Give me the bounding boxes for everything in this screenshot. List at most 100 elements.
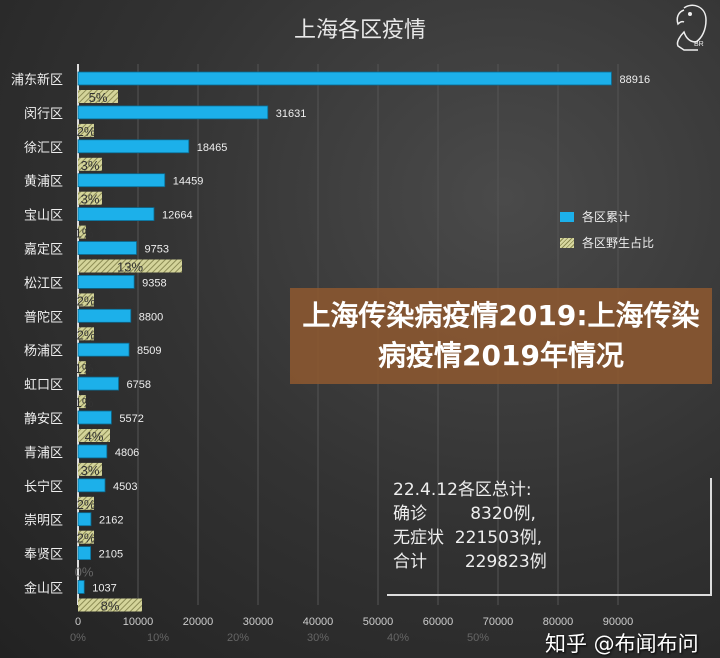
bar-total [77,105,269,120]
x-tick-label: 60000 [423,616,454,628]
bar-total-label: 18465 [197,142,228,154]
x-tick-label: 0 [75,616,81,628]
bar-ratio [78,259,182,273]
bar-total-label: 88916 [619,74,650,86]
x2-tick-label: 50% [467,632,489,644]
category-label: 长宁区 [24,479,63,495]
bar-ratio [78,361,86,375]
bar-ratio-label: 2% [77,124,96,139]
bar-total [77,478,106,493]
bar-total [77,139,190,154]
bar-total [77,580,85,594]
summary-heading: 22.4.12各区总计: [393,480,532,500]
bar-ratio-label: 1% [75,226,94,241]
summary-line: 确诊 8320例, [393,504,536,524]
bar-total-label: 8800 [139,311,163,323]
bar-ratio-label: 2% [77,531,96,546]
bar-total-label: 31631 [276,108,307,120]
watermark: 知乎 @布闻布问 [545,632,699,656]
bar-ratio-label: 2% [77,293,96,308]
bar-total-label: 14459 [173,176,204,188]
x-tick-label: 70000 [483,616,514,628]
x-tick-label: 20000 [183,616,214,628]
legend-label: 各区累计 [582,210,631,224]
bar-ratio-label: 1% [75,395,94,410]
bar-ratio-label: 3% [81,463,100,478]
bar-ratio-label: 2% [77,497,96,512]
category-label: 黄浦区 [24,175,63,190]
bar-total [77,207,155,222]
bar-ratio [78,429,110,442]
category-label: 静安区 [24,412,63,427]
bar-total-label: 5572 [119,413,143,425]
x-tick-label: 80000 [543,616,574,628]
bar-ratio [78,496,94,510]
bar-ratio-label: 2% [77,327,96,342]
category-label: 浦东新区 [11,72,63,88]
bar-ratio-label: 0% [75,565,94,580]
x-tick-label: 30000 [243,616,274,628]
bar-total [77,342,130,357]
bar-ratio-label: 13% [117,260,143,275]
bar-ratio [78,225,86,239]
bar-ratio-label: 8% [101,599,120,614]
bar-ratio [78,462,102,476]
category-label: 奉贤区 [24,548,63,563]
bar-total-label: 12664 [162,210,193,222]
category-label: 杨浦区 [24,344,63,359]
bar-ratio-label: 3% [81,192,100,207]
bar-ratio [78,157,102,171]
legend-swatch [560,211,574,222]
x-tick-label: 40000 [303,616,334,628]
x2-tick-label: 20% [227,632,249,644]
bar-total [77,410,112,425]
bar-total-label: 4503 [113,481,137,493]
category-label: 闵行区 [24,107,63,122]
bar-ratio-label: 1% [75,361,94,376]
bar-total-label: 2162 [99,515,123,527]
article-title: 上海传染病疫情2019:上海传染病疫情2019年情况 [302,299,700,372]
category-label: 徐汇区 [24,141,63,156]
bar-ratio [78,90,118,103]
x-tick-label: 50000 [363,616,394,628]
category-label: 青浦区 [24,446,63,461]
bar-ratio-label: 4% [85,429,104,444]
chart-title: 上海各区疫情 [293,18,426,43]
bar-total-label: 8509 [137,345,161,357]
bar-total [77,274,135,289]
bar-total-label: 1037 [92,583,116,595]
summary-line: 无症状 221503例, [393,528,543,548]
bar-total [77,546,92,560]
bar-total-label: 6758 [127,379,151,391]
bar-ratio [78,530,94,544]
bar-total [77,241,137,255]
bar-ratio [78,598,142,612]
x2-tick-label: 40% [387,632,409,644]
summary-box: 22.4.12各区总计: 确诊 8320例, 无症状 221503例, 合计 2… [387,478,712,596]
x2-tick-label: 10% [147,632,169,644]
bar-total-label: 4806 [115,447,139,459]
category-label: 金山区 [24,581,63,597]
category-label: 宝山区 [24,209,63,224]
legend-label: 各区野生占比 [582,236,655,250]
category-label: 虹口区 [24,378,63,393]
x2-tick-label: 0% [70,632,86,644]
x-tick-label: 10000 [123,616,154,628]
category-label: 崇明区 [24,514,63,529]
legend-swatch [560,237,574,248]
bar-ratio-label: 5% [89,90,108,105]
bar-total [77,308,132,323]
bar-total [77,376,119,391]
parrot-logo: BR [676,4,707,51]
category-label: 嘉定区 [24,243,63,258]
article-title-overlay: 上海传染病疫情2019:上海传染病疫情2019年情况 [290,288,712,384]
bar-total [77,71,612,86]
summary-line: 合计 229823例 [393,552,547,572]
bar-total-label: 9753 [145,244,169,256]
bar-ratio [78,191,102,205]
legend: 各区累计 各区野生占比 [560,208,654,260]
svg-text:BR: BR [694,41,704,48]
bar-total [77,173,166,188]
bar-ratio [78,395,86,409]
x-tick-label: 90000 [603,616,634,628]
